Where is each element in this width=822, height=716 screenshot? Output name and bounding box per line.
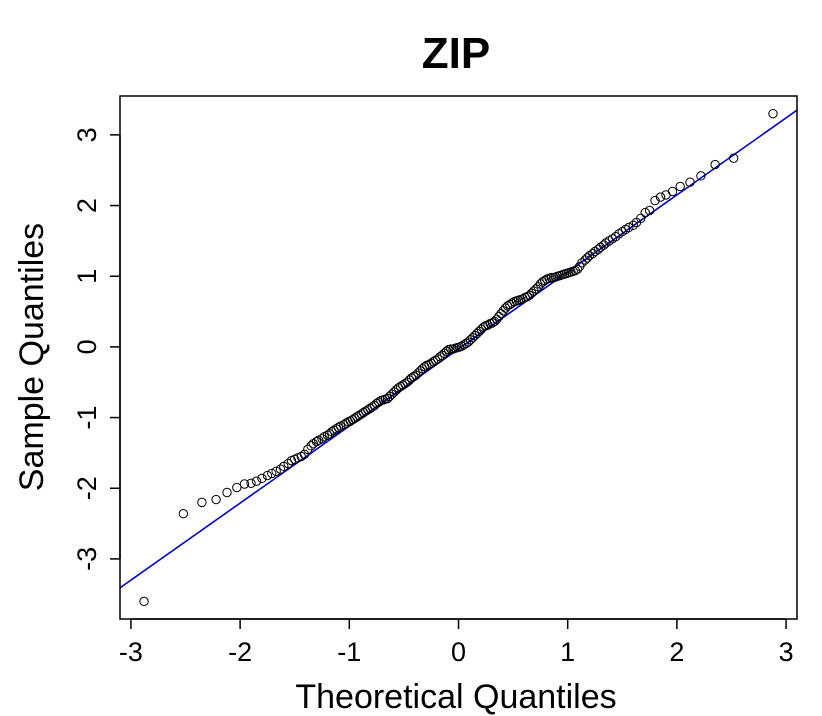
data-point [655, 192, 666, 202]
data-point [239, 479, 250, 489]
data-point [577, 258, 587, 268]
data-point [222, 487, 232, 498]
chart-title: ZIP [422, 29, 490, 78]
data-point [546, 272, 557, 283]
data-point [572, 264, 583, 274]
data-point [661, 190, 671, 200]
data-point [232, 482, 242, 493]
y-tick-label: 2 [72, 198, 102, 213]
data-point [178, 508, 189, 519]
data-point [628, 220, 638, 231]
data-point [685, 177, 695, 187]
data-point [617, 226, 627, 237]
data-point [257, 473, 267, 484]
x-tick-label: -2 [228, 637, 252, 667]
data-point [667, 186, 678, 197]
data-point [311, 436, 322, 447]
y-tick-label: 1 [72, 269, 102, 284]
data-point [251, 476, 262, 486]
y-axis: -3 -2 -1 0 1 2 3 [72, 127, 121, 571]
y-tick-label: -3 [72, 547, 102, 571]
data-point [710, 159, 720, 170]
data-point [644, 205, 655, 216]
plot-frame [119, 95, 798, 620]
y-tick-label: -2 [72, 476, 102, 500]
data-point [607, 234, 618, 244]
y-tick-label: 0 [72, 339, 102, 354]
y-axis-label: Sample Quantiles [13, 223, 51, 491]
data-point [675, 181, 685, 192]
data-point [640, 207, 650, 218]
data-point [494, 311, 504, 322]
data-point [275, 464, 286, 474]
x-tick-label: -1 [337, 637, 361, 667]
data-point [768, 108, 778, 119]
data-point [306, 441, 316, 451]
data-point [271, 466, 281, 476]
data-point [333, 422, 344, 433]
y-tick-label: 3 [72, 127, 102, 142]
data-point [507, 298, 517, 308]
data-point [728, 153, 739, 163]
data-point [446, 344, 456, 354]
data-point [540, 275, 550, 286]
data-point [296, 451, 306, 462]
data-point [614, 229, 624, 239]
x-tick-label: 0 [451, 637, 466, 667]
x-tick-label: 1 [560, 637, 575, 667]
x-tick-label: 2 [669, 637, 684, 667]
y-tick-label: -1 [72, 406, 102, 430]
data-point [262, 470, 273, 481]
data-point [374, 397, 384, 407]
data-point [604, 236, 614, 246]
data-point [283, 458, 293, 469]
x-tick-label: 3 [779, 637, 794, 667]
data-point [308, 439, 318, 449]
data-point [441, 346, 452, 356]
data-point [496, 308, 506, 319]
data-point [650, 195, 660, 206]
data-point [303, 444, 313, 455]
data-point [246, 478, 256, 489]
data-point [498, 306, 508, 316]
data-point [601, 238, 611, 248]
x-axis-label: Theoretical Quantiles [295, 678, 616, 716]
data-point [211, 494, 221, 505]
data-point [317, 434, 327, 444]
data-point [620, 224, 631, 235]
x-tick-label: -3 [119, 637, 143, 667]
data-point [267, 468, 277, 479]
data-point [299, 449, 310, 460]
data-point [696, 171, 706, 181]
data-point [624, 222, 634, 233]
data-point [611, 231, 621, 242]
x-axis: -3 -2 -1 0 1 2 3 [119, 618, 794, 667]
data-point [139, 596, 149, 607]
data-point [197, 497, 207, 508]
